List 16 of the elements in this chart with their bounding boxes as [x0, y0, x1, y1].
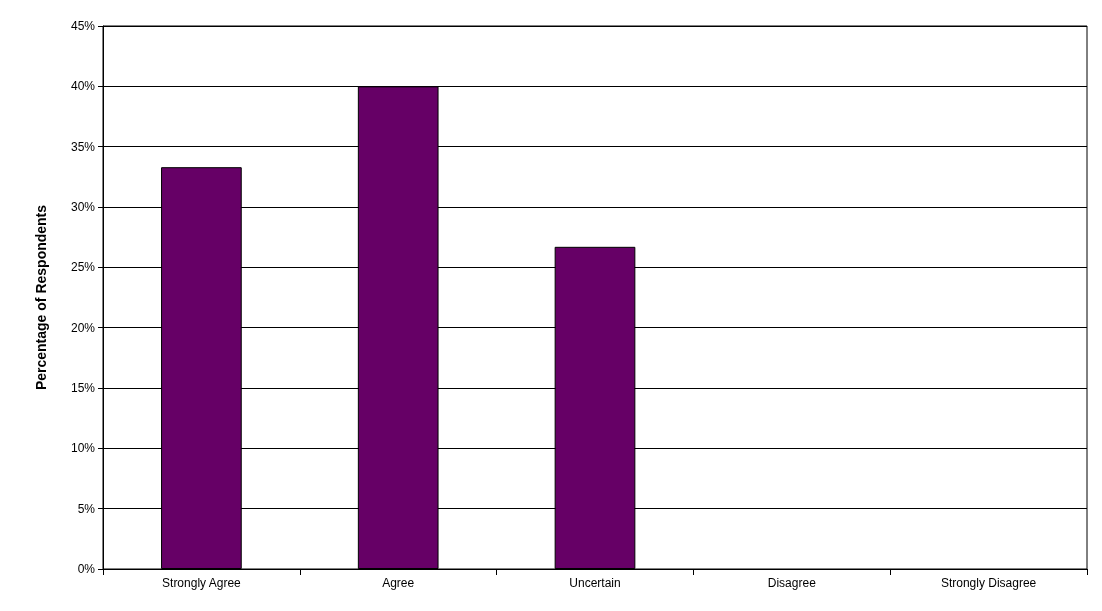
y-tick-label: 30% [70, 200, 96, 214]
y-tick-label: 25% [70, 260, 96, 275]
x-tick-label: Disagree [767, 576, 817, 590]
y-tick-label: 45% [70, 19, 96, 33]
x-tick-label: Strongly Disagree [940, 576, 1037, 590]
y-tick-label: 15% [70, 381, 96, 395]
y-tick-label: 5% [77, 501, 96, 516]
y-axis-title: Percentage of Respondents [33, 204, 49, 391]
y-tick-label: 0% [77, 562, 96, 576]
x-tick-label: Strongly Agree [162, 576, 242, 590]
y-tick-label: 10% [70, 441, 96, 456]
x-tick-label: Agree [382, 576, 415, 590]
y-tick-label: 40% [70, 79, 96, 94]
y-tick-label: 35% [70, 139, 96, 154]
y-tick-label: 20% [70, 320, 96, 335]
x-tick-label: Uncertain [569, 576, 621, 590]
